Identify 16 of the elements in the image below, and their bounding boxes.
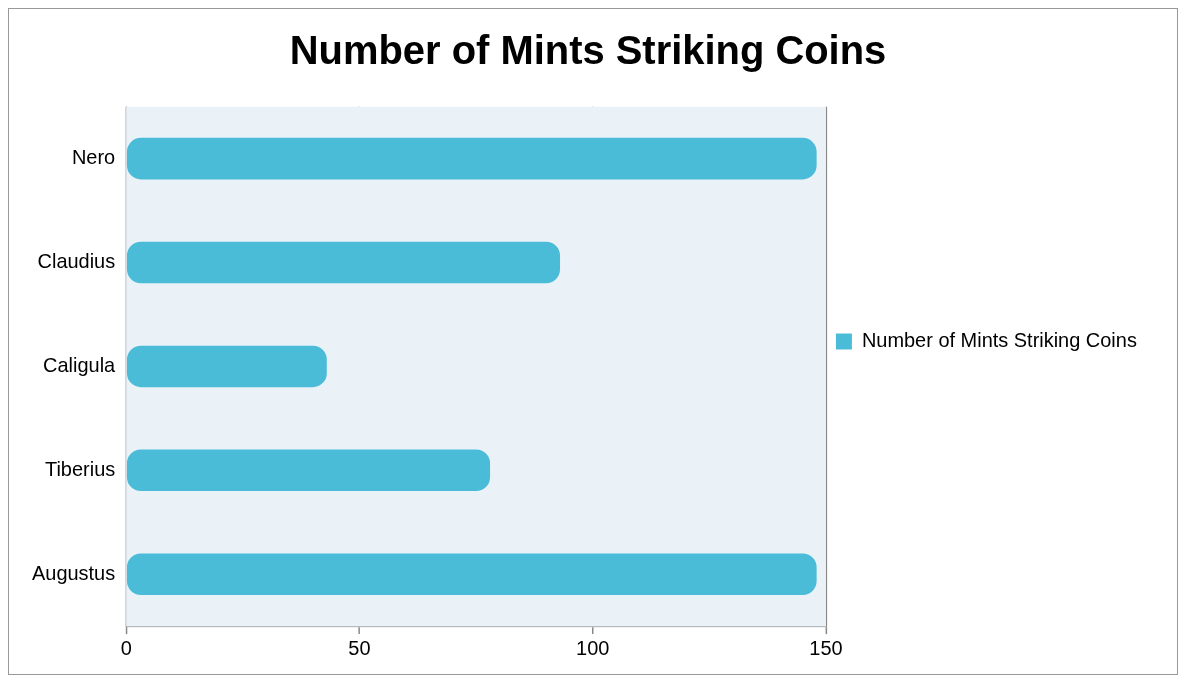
y-tick-label: Nero <box>71 146 116 169</box>
bar <box>126 137 817 180</box>
bar <box>126 449 491 492</box>
y-tick-label: Augustus <box>32 561 116 584</box>
y-tick-label: Caligula <box>43 353 117 376</box>
bar <box>126 345 327 388</box>
bar <box>126 553 817 595</box>
x-tick-label: 100 <box>576 636 610 659</box>
y-tick-label: Tiberius <box>44 457 116 480</box>
x-tick-label: 0 <box>120 636 132 659</box>
x-tick-label: 150 <box>809 636 843 659</box>
x-tick-label: 50 <box>348 636 371 659</box>
y-tick-label: Claudius <box>37 250 116 273</box>
chart-title: Number of Mints Striking Coins <box>289 27 887 72</box>
bar <box>126 241 561 284</box>
legend-label: Number of Mints Striking Coins <box>861 329 1137 351</box>
